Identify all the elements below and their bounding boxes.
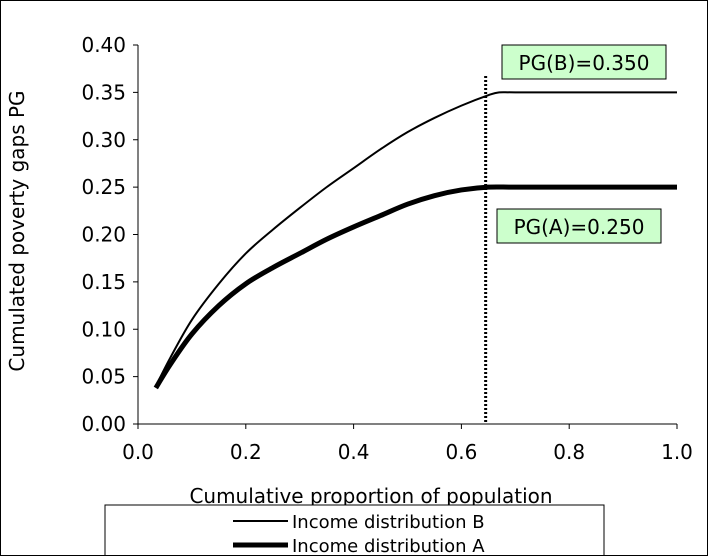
y-tick-label: 0.15 xyxy=(81,270,126,294)
y-tick-label: 0.20 xyxy=(81,223,126,247)
series-line-income-a xyxy=(153,184,677,390)
legend: Income distribution B Income distributio… xyxy=(104,504,605,560)
x-tick-label: 0.8 xyxy=(553,440,585,464)
x-tick-label: 0.0 xyxy=(122,440,154,464)
x-tick-label: 0.6 xyxy=(445,440,477,464)
annotation-pg-b-text: PG(B)=0.350 xyxy=(519,51,650,75)
y-axis-ticks: 0.00 0.05 0.10 0.15 0.20 0.25 0.30 0.35 0.40 xyxy=(81,33,138,436)
legend-label-income-b: Income distribution B xyxy=(292,512,485,533)
x-axis-ticks: 0.0 0.2 0.4 0.6 0.8 1.0 xyxy=(122,424,693,464)
y-tick-label: 0.00 xyxy=(81,412,126,436)
legend-box xyxy=(104,504,605,560)
x-axis-label: Cumulative proportion of population xyxy=(189,484,552,508)
annotation-pg-a-box xyxy=(496,208,662,244)
x-tick-label: 0.2 xyxy=(230,440,262,464)
y-tick-label: 0.40 xyxy=(81,33,126,57)
annotation-pg-b: PG(B)=0.350 xyxy=(501,44,667,80)
x-tick-label: 0.4 xyxy=(338,440,370,464)
y-tick-label: 0.35 xyxy=(81,80,126,104)
legend-label-income-a: Income distribution A xyxy=(292,536,485,555)
x-tick-label: 1.0 xyxy=(661,440,693,464)
series-line-income-b xyxy=(154,91,677,387)
y-tick-label: 0.25 xyxy=(81,175,126,199)
y-axis-label: Cumulated poverty gaps PG xyxy=(5,90,29,371)
annotation-pg-b-box xyxy=(501,44,667,80)
y-tick-label: 0.30 xyxy=(81,128,126,152)
annotation-pg-a: PG(A)=0.250 xyxy=(496,208,662,244)
annotation-pg-a-text: PG(A)=0.250 xyxy=(514,215,645,239)
y-tick-label: 0.10 xyxy=(81,317,126,341)
y-tick-label: 0.05 xyxy=(81,365,126,389)
